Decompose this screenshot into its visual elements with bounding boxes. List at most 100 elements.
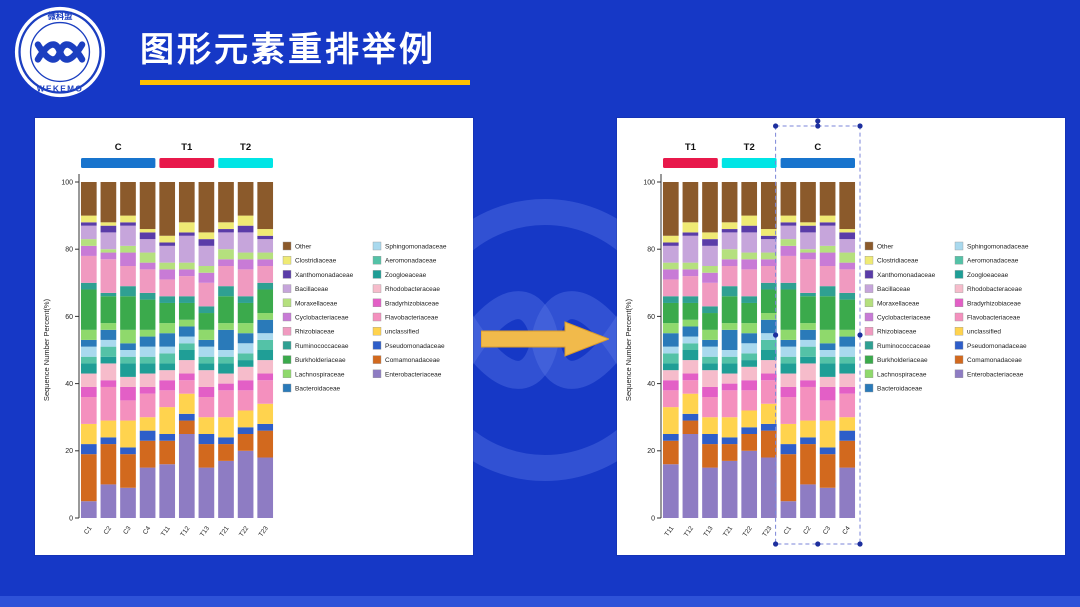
bar-segment-T13[interactable] [702,346,718,357]
bar-segment-T21[interactable] [721,363,738,374]
bar-segment-T21[interactable] [218,363,234,374]
bar-segment-T11[interactable] [662,235,679,243]
bar-segment-C3[interactable] [819,400,836,421]
bar-segment-T21[interactable] [218,229,234,233]
bar-segment-T12[interactable] [178,350,195,361]
group-strip-T1[interactable] [663,158,718,168]
bar-segment-T12[interactable] [178,276,195,297]
bar-segment-C1[interactable] [780,182,797,216]
bar-segment-C2[interactable] [800,329,816,340]
bar-segment-T12[interactable] [178,434,195,518]
bar-segment-T21[interactable] [721,229,738,233]
bar-segment-T22[interactable] [741,360,758,367]
bar-segment-T22[interactable] [741,296,758,303]
bar-segment-T11[interactable] [662,333,679,347]
bar-segment-T21[interactable] [721,417,738,438]
selection-handle[interactable] [815,541,821,547]
bar-segment-T12[interactable] [178,269,195,277]
bar-segment-T21[interactable] [218,460,234,518]
bar-segment-C3[interactable] [120,386,136,401]
bar-segment-T12[interactable] [682,380,699,394]
bar-segment-T23[interactable] [760,430,777,458]
bar-segment-T23[interactable] [257,333,274,340]
bar-segment-T12[interactable] [178,380,195,394]
bar-segment-C2[interactable] [100,222,117,226]
bar-segment-T13[interactable] [198,444,215,468]
bar-segment-T11[interactable] [159,323,176,334]
bar-segment-C4[interactable] [839,356,856,364]
selection-handle[interactable] [815,118,821,124]
bar-segment-C1[interactable] [80,346,97,357]
bar-segment-T22[interactable] [237,427,254,434]
bar-segment-T13[interactable] [198,266,215,273]
bar-segment-C2[interactable] [100,252,117,260]
bar-segment-T21[interactable] [218,329,234,350]
bar-segment-T11[interactable] [662,353,679,364]
bar-segment-T11[interactable] [159,296,176,303]
selection-handle[interactable] [773,541,779,547]
bar-segment-T23[interactable] [760,239,777,253]
bar-segment-C3[interactable] [819,356,836,364]
bar-segment-T23[interactable] [257,182,274,230]
bar-segment-C1[interactable] [80,363,97,374]
bar-segment-C4[interactable] [139,393,156,418]
bar-segment-T13[interactable] [702,417,718,434]
bar-segment-C1[interactable] [780,501,797,518]
bar-segment-T21[interactable] [218,356,234,364]
bar-segment-C4[interactable] [839,229,856,233]
bar-segment-T23[interactable] [257,282,274,290]
bar-segment-T11[interactable] [662,323,679,334]
bar-segment-C2[interactable] [800,484,816,518]
bar-segment-C4[interactable] [139,386,156,394]
bar-segment-T23[interactable] [257,403,274,424]
bar-segment-C4[interactable] [139,467,156,518]
bar-segment-T11[interactable] [662,346,679,354]
bar-segment-T13[interactable] [198,434,215,445]
bar-segment-T21[interactable] [218,373,234,384]
bar-segment-T11[interactable] [662,434,679,441]
bar-segment-C4[interactable] [139,373,156,387]
bar-segment-T22[interactable] [741,259,758,270]
bar-segment-C3[interactable] [120,225,136,246]
bar-segment-T13[interactable] [198,329,215,340]
bar-segment-T23[interactable] [257,339,274,350]
bar-segment-C1[interactable] [780,423,797,445]
bar-segment-T23[interactable] [257,360,274,374]
bar-segment-C4[interactable] [139,417,156,431]
bar-segment-C4[interactable] [839,329,856,337]
bar-segment-T21[interactable] [721,222,738,230]
bar-segment-C2[interactable] [800,222,816,226]
bar-segment-T23[interactable] [760,360,777,374]
bar-segment-C1[interactable] [80,329,97,340]
bar-segment-C3[interactable] [120,363,136,377]
bar-segment-C1[interactable] [80,225,97,240]
bar-segment-T13[interactable] [198,313,215,330]
bar-segment-T13[interactable] [702,182,718,233]
bar-segment-T13[interactable] [198,386,215,398]
bar-segment-T23[interactable] [760,266,777,283]
bar-segment-T21[interactable] [218,437,234,445]
bar-segment-T23[interactable] [760,313,777,320]
bar-segment-T12[interactable] [178,343,195,350]
bar-segment-T21[interactable] [721,356,738,364]
bar-segment-T11[interactable] [662,380,679,391]
bar-segment-C4[interactable] [839,386,856,394]
bar-segment-C4[interactable] [839,299,856,330]
bar-segment-C3[interactable] [120,420,136,448]
bar-segment-T12[interactable] [682,326,699,337]
bar-segment-T11[interactable] [662,407,679,434]
bar-segment-C4[interactable] [139,239,156,253]
bar-segment-T22[interactable] [237,360,254,367]
bar-segment-C4[interactable] [139,269,156,293]
bar-segment-T23[interactable] [760,380,777,404]
bar-segment-T22[interactable] [237,225,254,233]
bar-segment-C4[interactable] [139,182,156,230]
bar-segment-T21[interactable] [218,444,234,461]
bar-segment-T11[interactable] [159,353,176,364]
bar-segment-T22[interactable] [237,232,254,253]
bar-segment-C4[interactable] [139,336,156,347]
bar-segment-T21[interactable] [721,444,738,461]
bar-segment-C2[interactable] [800,444,816,485]
bar-segment-T13[interactable] [198,397,215,418]
bar-segment-T21[interactable] [218,383,234,391]
